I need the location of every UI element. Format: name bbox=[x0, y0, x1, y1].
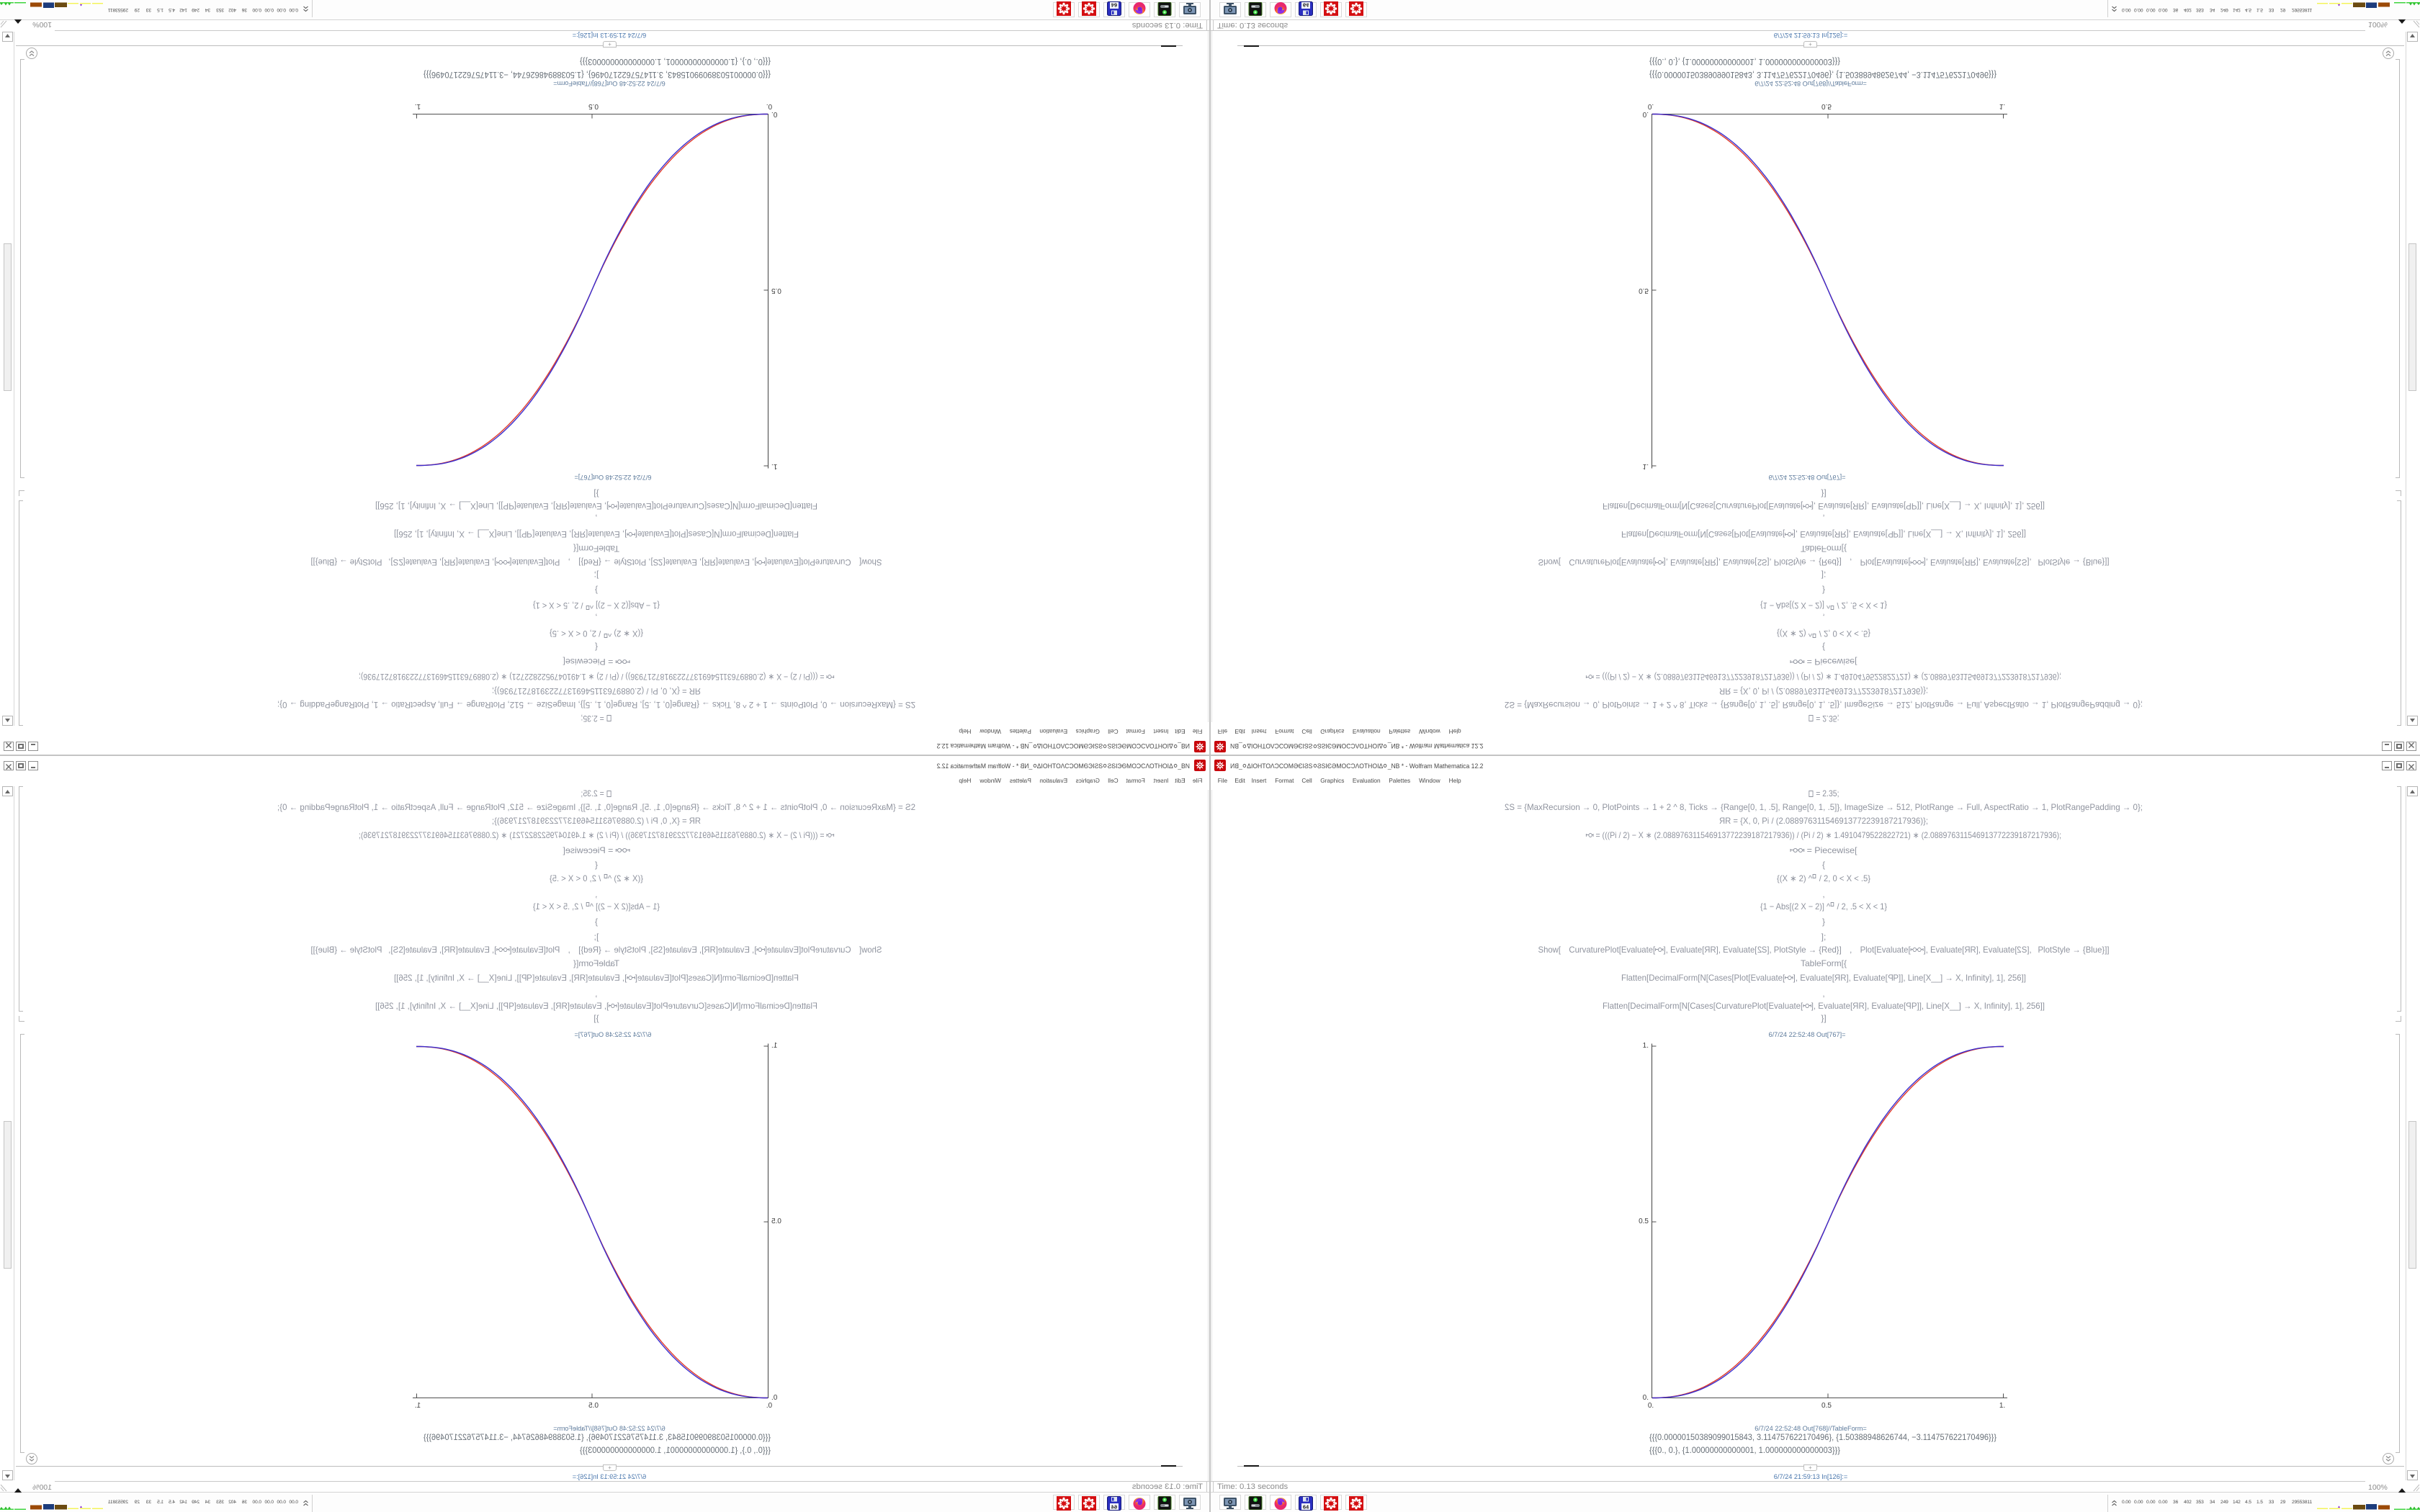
svg-text:64: 64 bbox=[1111, 1504, 1117, 1511]
svg-text:64: 64 bbox=[1303, 1504, 1309, 1511]
svg-text:64: 64 bbox=[1111, 2, 1117, 9]
svg-text:64: 64 bbox=[1303, 2, 1309, 9]
